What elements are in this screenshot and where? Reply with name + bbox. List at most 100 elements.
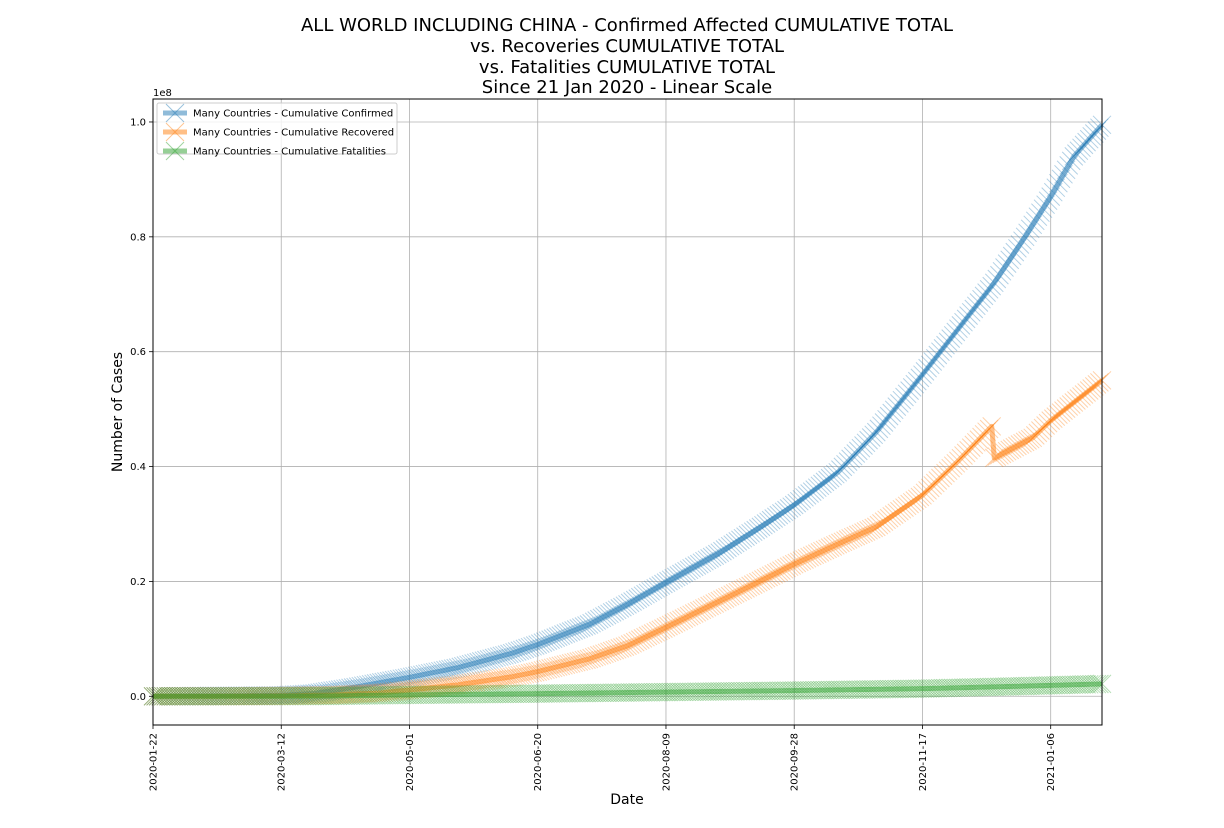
- series-layer: [143, 115, 1112, 706]
- data-point-marker: [687, 556, 707, 575]
- data-point-marker: [166, 686, 186, 706]
- data-point-marker: [743, 522, 763, 542]
- data-point-marker: [538, 684, 558, 703]
- data-point-marker: [984, 273, 1004, 293]
- data-point-marker: [512, 640, 532, 660]
- data-point-marker: [882, 506, 902, 526]
- data-point-marker: [892, 679, 912, 699]
- data-point-marker: [512, 684, 532, 704]
- data-point-marker: [964, 435, 984, 455]
- data-point-marker: [1074, 675, 1094, 694]
- data-point-marker: [1049, 173, 1068, 193]
- data-point-marker: [541, 630, 560, 649]
- data-point-marker: [169, 686, 188, 706]
- data-point-marker: [443, 675, 463, 695]
- data-point-marker: [913, 485, 932, 505]
- data-point-marker: [156, 686, 176, 706]
- data-point-marker: [792, 489, 812, 509]
- data-point-marker: [738, 577, 758, 597]
- data-point-marker: [233, 686, 253, 706]
- data-point-marker: [1061, 675, 1081, 695]
- data-point-marker: [523, 684, 542, 704]
- data-point-marker: [346, 686, 365, 705]
- data-point-marker: [895, 679, 914, 699]
- data-point-marker: [992, 444, 1012, 464]
- data-point-marker: [441, 685, 460, 704]
- data-point-marker: [410, 685, 430, 705]
- data-point-marker: [484, 670, 504, 689]
- data-point-marker: [892, 390, 912, 410]
- data-point-marker: [741, 523, 760, 543]
- data-point-marker: [261, 686, 281, 706]
- series-3: [143, 674, 1112, 706]
- data-point-marker: [161, 686, 181, 706]
- data-point-marker: [1046, 178, 1066, 198]
- data-point-marker: [782, 556, 802, 575]
- data-point-marker: [577, 683, 596, 703]
- data-point-marker: [648, 621, 668, 641]
- data-point-marker: [497, 684, 517, 704]
- data-point-marker: [220, 686, 240, 706]
- data-point-marker: [820, 468, 840, 488]
- data-point-marker: [600, 683, 619, 703]
- data-point-marker: [828, 680, 848, 700]
- data-point-marker: [795, 550, 814, 569]
- data-point-marker: [266, 686, 286, 706]
- data-point-marker: [1000, 440, 1020, 460]
- data-point-marker: [489, 669, 509, 689]
- data-point-marker: [1033, 418, 1053, 438]
- data-point-marker: [1013, 433, 1032, 453]
- data-point-marker: [159, 686, 178, 706]
- data-point-marker: [1090, 373, 1109, 392]
- data-point-marker: [643, 682, 663, 702]
- data-point-marker: [228, 686, 247, 706]
- data-point-marker: [600, 604, 619, 624]
- data-point-marker: [866, 422, 886, 442]
- data-point-marker: [1072, 387, 1091, 406]
- data-point-marker: [492, 668, 512, 688]
- data-point-marker: [764, 565, 784, 584]
- legend-item-2: Many Countries - Cumulative Recovered: [163, 122, 394, 142]
- data-point-marker: [474, 651, 494, 671]
- data-point-marker: [887, 503, 907, 523]
- data-point-marker: [733, 528, 753, 548]
- data-point-marker: [371, 685, 391, 705]
- data-point-marker: [879, 679, 899, 699]
- data-point-marker: [405, 685, 424, 705]
- data-point-marker: [174, 686, 194, 706]
- data-point-marker: [920, 478, 940, 498]
- data-point-marker: [941, 458, 961, 478]
- y-tick-label: 0.2: [130, 577, 146, 588]
- data-point-marker: [769, 562, 789, 582]
- grid: [152, 99, 1102, 725]
- data-point-marker: [710, 682, 730, 701]
- data-point-marker: [797, 486, 817, 505]
- data-point-marker: [666, 612, 686, 632]
- data-point-marker: [407, 666, 427, 686]
- data-point-marker: [430, 685, 450, 704]
- data-point-marker: [959, 678, 978, 697]
- data-point-marker: [400, 685, 419, 705]
- data-point-marker: [974, 286, 994, 306]
- data-point-marker: [333, 686, 353, 706]
- data-point-marker: [235, 686, 255, 706]
- data-point-marker: [692, 600, 712, 620]
- data-point-marker: [1084, 124, 1104, 143]
- data-point-marker: [1054, 164, 1073, 184]
- data-point-marker: [669, 566, 689, 585]
- data-point-marker: [1000, 250, 1020, 270]
- data-point-marker: [507, 642, 527, 661]
- data-point-marker: [684, 682, 704, 702]
- data-point-marker: [728, 582, 748, 602]
- data-point-marker: [974, 424, 994, 444]
- data-point-marker: [743, 575, 763, 594]
- data-point-marker: [264, 686, 283, 706]
- data-point-marker: [897, 384, 917, 404]
- data-point-marker: [910, 679, 930, 699]
- data-point-marker: [1067, 391, 1086, 410]
- data-point-marker: [677, 561, 696, 581]
- data-point-marker: [613, 597, 632, 617]
- data-point-marker: [238, 686, 258, 706]
- data-point-marker: [579, 683, 599, 703]
- data-point-marker: [964, 678, 984, 697]
